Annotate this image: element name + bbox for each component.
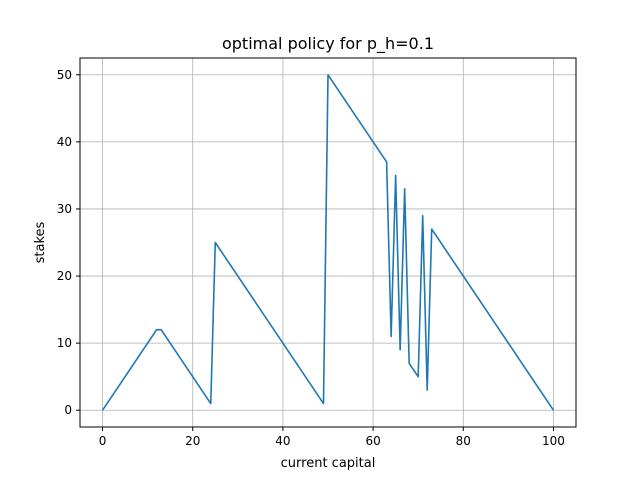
plot-frame [79, 57, 577, 428]
y-tick-label: 50 [57, 68, 72, 82]
series-layer [101, 73, 555, 411]
x-tick-label: 60 [365, 434, 380, 448]
x-tick-label: 80 [456, 434, 471, 448]
y-axis-label: stakes [33, 221, 48, 263]
x-tick-label: 100 [542, 434, 565, 448]
y-tick-label: 30 [57, 202, 72, 216]
chart-title: optimal policy for p_h=0.1 [222, 34, 434, 54]
y-tick-label: 40 [57, 135, 72, 149]
x-tick-label: 0 [99, 434, 107, 448]
ticks-layer: 0 20 40 60 80 100 0 10 20 30 40 50 [57, 68, 565, 448]
x-axis-label: current capital [281, 456, 376, 471]
y-tick-label: 0 [64, 403, 72, 417]
grid-layer [80, 58, 576, 427]
series-line [101, 73, 555, 411]
x-tick-label: 20 [185, 434, 200, 448]
y-tick-label: 10 [57, 336, 72, 350]
x-tick-label: 40 [275, 434, 290, 448]
y-tick-label: 20 [57, 269, 72, 283]
